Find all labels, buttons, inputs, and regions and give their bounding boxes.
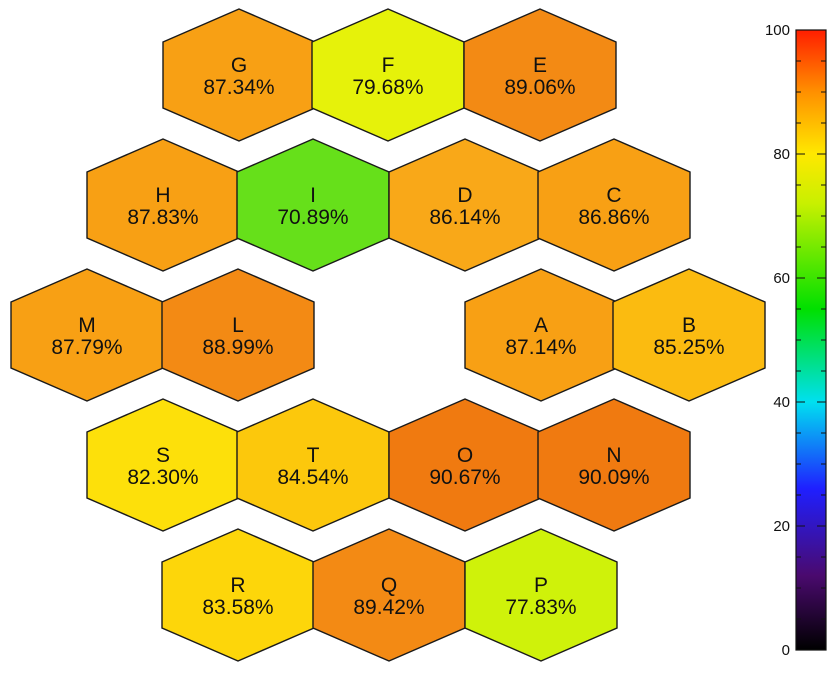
- hex-cell: [537, 398, 691, 532]
- hex-segment-b: B85.25%: [612, 268, 766, 402]
- hex-cell: [464, 528, 618, 662]
- segment-label: Q: [381, 574, 397, 597]
- segment-value: 82.30%: [127, 466, 198, 489]
- hex-segment-o: O90.67%: [388, 398, 542, 532]
- segment-value: 83.58%: [202, 596, 273, 619]
- segment-label: C: [606, 184, 621, 207]
- colorbar-tick-label: 60: [773, 270, 790, 287]
- hex-segment-s: S82.30%: [86, 398, 240, 532]
- hex-segment-d: D86.14%: [388, 138, 542, 272]
- hexagon-segments: G87.34%F79.68%E89.06%H87.83%I70.89%D86.1…: [10, 8, 766, 662]
- hex-segment-r: R83.58%: [161, 528, 315, 662]
- hex-segment-h: H87.83%: [86, 138, 240, 272]
- segment-value: 87.14%: [505, 336, 576, 359]
- hex-segment-n: N90.09%: [537, 398, 691, 532]
- hex-cell: [161, 268, 315, 402]
- segment-label: I: [310, 184, 316, 207]
- segment-label: N: [606, 444, 621, 467]
- hex-segment-c: C86.86%: [537, 138, 691, 272]
- colorbar-tick-label: 100: [765, 22, 790, 39]
- segment-value: 90.67%: [429, 466, 500, 489]
- segment-label: E: [533, 54, 547, 77]
- colorbar-tick-label: 20: [773, 518, 790, 535]
- segment-label: B: [682, 314, 696, 337]
- segment-label: H: [155, 184, 170, 207]
- hex-segment-p: P77.83%: [464, 528, 618, 662]
- hex-segment-l: L88.99%: [161, 268, 315, 402]
- hex-segment-m: M87.79%: [10, 268, 164, 402]
- colorbar-tick-label: 40: [773, 394, 790, 411]
- hex-segment-g: G87.34%: [162, 8, 316, 142]
- hex-cell: [463, 8, 617, 142]
- segment-value: 88.99%: [202, 336, 273, 359]
- colorbar: 0 20 40 60 80 100: [765, 22, 827, 659]
- segment-value: 85.25%: [653, 336, 724, 359]
- segment-label: T: [307, 444, 320, 467]
- segment-label: A: [534, 314, 548, 337]
- segment-value: 89.42%: [353, 596, 424, 619]
- colorbar-tick-label: 80: [773, 146, 790, 163]
- segment-label: D: [457, 184, 472, 207]
- hex-segment-a: A87.14%: [464, 268, 618, 402]
- segment-value: 89.06%: [504, 76, 575, 99]
- hex-cell: [537, 138, 691, 272]
- segment-value: 87.79%: [51, 336, 122, 359]
- hex-segment-q: Q89.42%: [312, 528, 466, 662]
- segment-value: 86.14%: [429, 206, 500, 229]
- segment-value: 84.54%: [277, 466, 348, 489]
- segment-value: 70.89%: [277, 206, 348, 229]
- segment-label: P: [534, 574, 548, 597]
- segment-value: 90.09%: [578, 466, 649, 489]
- segment-value: 86.86%: [578, 206, 649, 229]
- segment-label: G: [231, 54, 247, 77]
- segment-label: O: [457, 444, 473, 467]
- colorbar-ticks: 0 20 40 60 80 100: [765, 22, 826, 659]
- hex-segment-f: F79.68%: [311, 8, 465, 142]
- colorbar-tick-label: 0: [782, 642, 790, 659]
- hex-cell: [612, 268, 766, 402]
- segment-label: S: [156, 444, 170, 467]
- segment-label: L: [232, 314, 244, 337]
- segment-label: M: [78, 314, 96, 337]
- segment-value: 87.83%: [127, 206, 198, 229]
- segment-value: 87.34%: [203, 76, 274, 99]
- segment-value: 79.68%: [352, 76, 423, 99]
- segment-label: F: [382, 54, 395, 77]
- segment-label: R: [230, 574, 245, 597]
- hex-segment-t: T84.54%: [236, 398, 390, 532]
- hex-segment-e: E89.06%: [463, 8, 617, 142]
- hex-segment-i: I70.89%: [236, 138, 390, 272]
- segment-value: 77.83%: [505, 596, 576, 619]
